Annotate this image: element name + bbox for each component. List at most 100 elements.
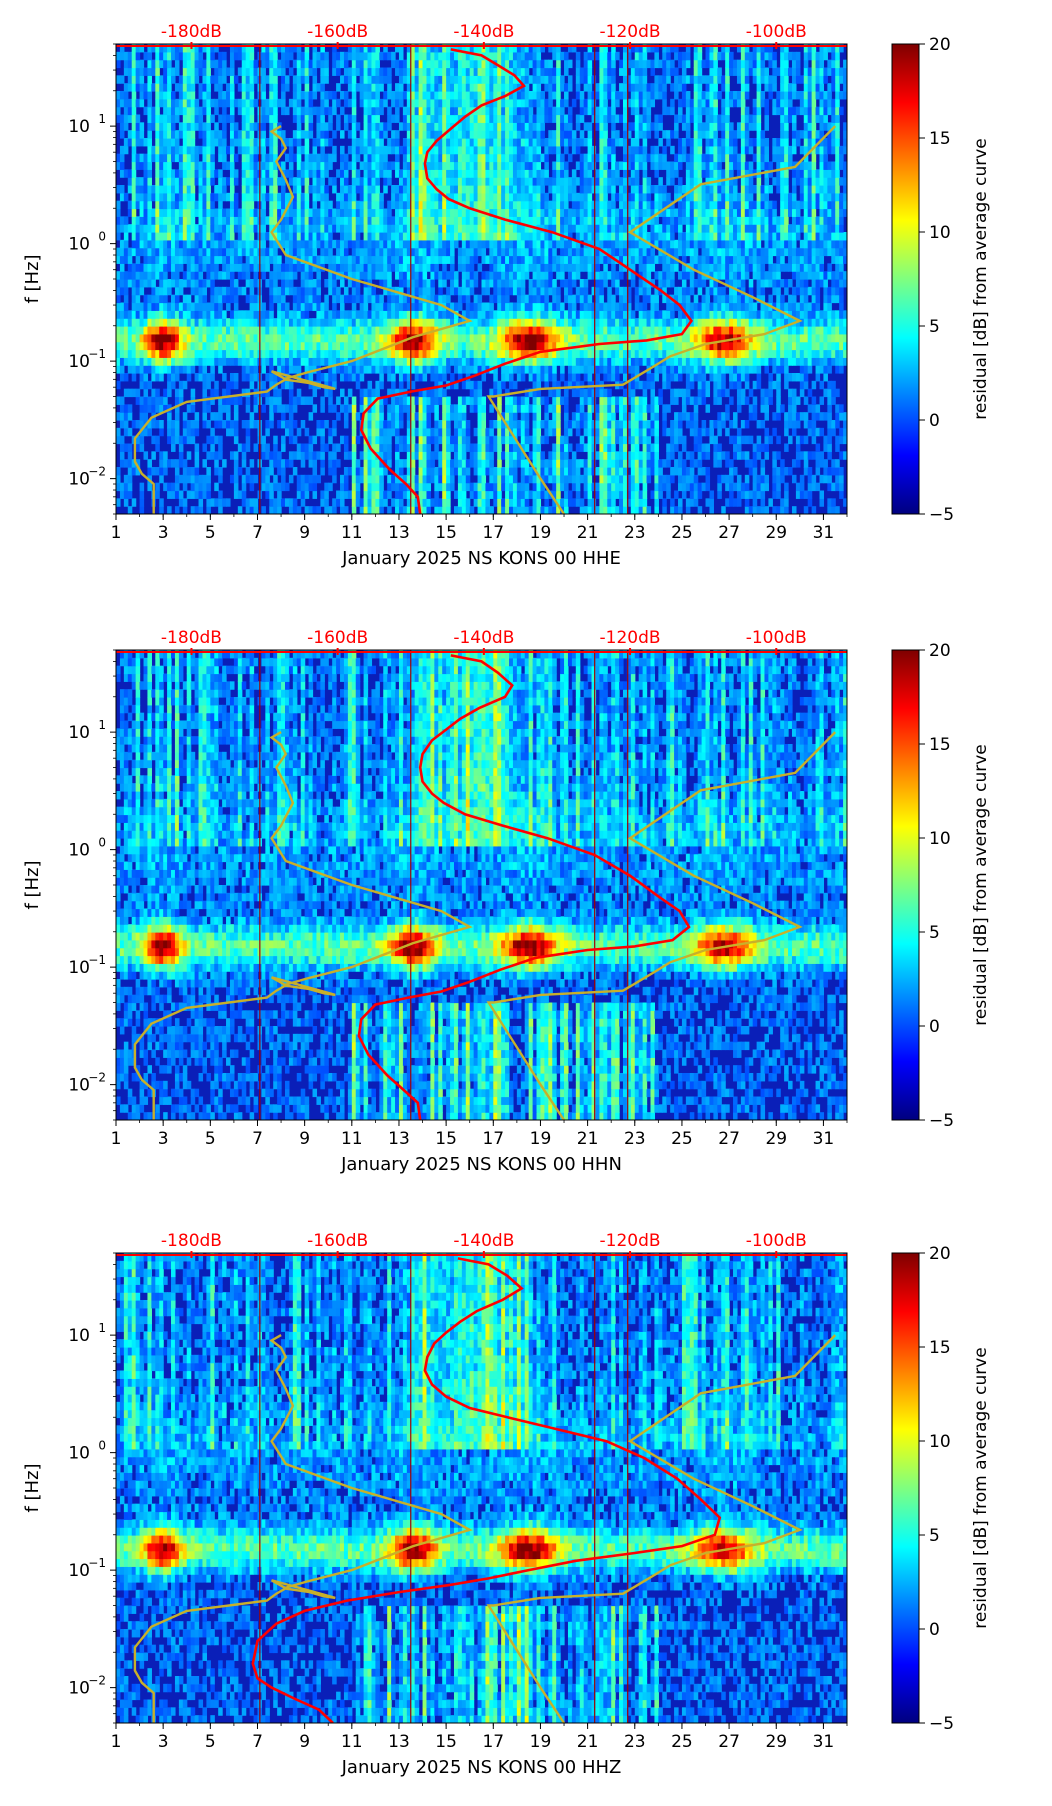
- heatmap-cell: [528, 467, 534, 476]
- heatmap-cell: [709, 506, 714, 514]
- heatmap-cell: [218, 365, 223, 374]
- heatmap-cell: [548, 286, 553, 296]
- heatmap-cell: [505, 467, 510, 476]
- heatmap-cell: [815, 302, 821, 311]
- heatmap-cell: [233, 357, 239, 366]
- heatmap-cell: [819, 349, 825, 358]
- heatmap-cell: [615, 247, 620, 257]
- heatmap-cell: [799, 310, 805, 319]
- heatmap-cell: [253, 341, 259, 351]
- heatmap-cell: [630, 412, 636, 421]
- heatmap-cell: [434, 420, 439, 429]
- heatmap-cell: [666, 451, 671, 460]
- heatmap-cell: [567, 247, 573, 257]
- heatmap-cell: [638, 341, 644, 351]
- heatmap-cell: [343, 373, 349, 382]
- heatmap-cell: [269, 294, 274, 304]
- heatmap-cell: [607, 302, 612, 311]
- heatmap-cell: [116, 310, 121, 319]
- heatmap-cell: [607, 506, 612, 514]
- heatmap-cell: [595, 263, 600, 272]
- heatmap-cell: [630, 247, 636, 257]
- heatmap-cell: [398, 380, 404, 390]
- heatmap-cell: [764, 302, 769, 311]
- heatmap-cell: [536, 333, 542, 343]
- heatmap-cell: [347, 326, 353, 335]
- heatmap-cell: [752, 341, 758, 351]
- heatmap-cell: [226, 498, 231, 507]
- heatmap-cell: [780, 498, 785, 507]
- heatmap-cell: [571, 459, 577, 468]
- heatmap-cell: [312, 318, 318, 327]
- heatmap-cell: [363, 326, 369, 335]
- heatmap-cell: [564, 380, 569, 390]
- heatmap-cell: [721, 302, 726, 311]
- heatmap-cell: [831, 388, 836, 398]
- heatmap-cell: [619, 498, 624, 507]
- heatmap-cell: [332, 279, 337, 288]
- heatmap-cell: [123, 302, 129, 311]
- heatmap-cell: [752, 490, 758, 499]
- heatmap-cell: [520, 482, 526, 492]
- heatmap-cell: [465, 459, 471, 468]
- heatmap-cell: [756, 420, 762, 429]
- heatmap-cell: [843, 326, 847, 335]
- heatmap-cell: [740, 310, 746, 319]
- heatmap-cell: [729, 474, 734, 484]
- heatmap-cell: [371, 318, 376, 327]
- heatmap-cell: [229, 239, 235, 249]
- heatmap-cell: [355, 326, 361, 335]
- heatmap-cell: [473, 396, 479, 405]
- heatmap-cell: [689, 467, 695, 476]
- heatmap-cell: [159, 498, 164, 507]
- heatmap-cell: [485, 286, 490, 296]
- heatmap-cell: [139, 427, 145, 437]
- heatmap-cell: [194, 263, 200, 272]
- heatmap-cell: [560, 451, 565, 460]
- heatmap-cell: [619, 427, 624, 437]
- heatmap-cell: [288, 388, 294, 398]
- heatmap-cell: [355, 349, 361, 358]
- heatmap-cell: [654, 294, 659, 304]
- heatmap-cell: [607, 467, 612, 476]
- heatmap-cell: [218, 318, 223, 327]
- heatmap-cell: [587, 271, 593, 280]
- heatmap-cell: [516, 263, 522, 272]
- heatmap-cell: [391, 333, 396, 343]
- heatmap-cell: [646, 435, 652, 445]
- heatmap-cell: [603, 333, 608, 343]
- heatmap-cell: [835, 279, 840, 288]
- heatmap-cell: [422, 396, 428, 405]
- heatmap-cell: [583, 333, 589, 343]
- heatmap-cell: [367, 467, 373, 476]
- heatmap-cell: [733, 318, 738, 327]
- heatmap-cell: [182, 333, 188, 343]
- heatmap-cell: [567, 271, 573, 280]
- heatmap-cell: [556, 490, 561, 499]
- heatmap-cell: [827, 388, 832, 398]
- heatmap-cell: [253, 310, 259, 319]
- heatmap-cell: [784, 467, 789, 476]
- heatmap-cell: [752, 302, 758, 311]
- heatmap-cell: [438, 467, 443, 476]
- heatmap-cell: [564, 310, 569, 319]
- heatmap-cell: [489, 443, 494, 452]
- heatmap-cell: [571, 357, 577, 366]
- heatmap-cell: [575, 247, 581, 257]
- heatmap-cell: [827, 451, 832, 460]
- heatmap-cell: [717, 286, 722, 296]
- heatmap-cell: [501, 482, 506, 492]
- heatmap-cell: [599, 349, 604, 358]
- heatmap-cell: [662, 286, 667, 296]
- heatmap-cell: [355, 263, 361, 272]
- heatmap-cell: [524, 396, 530, 405]
- heatmap-cell: [143, 326, 149, 335]
- heatmap-cell: [182, 412, 188, 421]
- heatmap-cell: [509, 404, 514, 413]
- heatmap-cell: [772, 310, 777, 319]
- heatmap-cell: [827, 271, 832, 280]
- heatmap-cell: [544, 420, 549, 429]
- heatmap-cell: [202, 294, 207, 304]
- heatmap-cell: [426, 506, 432, 514]
- heatmap-cell: [481, 498, 487, 507]
